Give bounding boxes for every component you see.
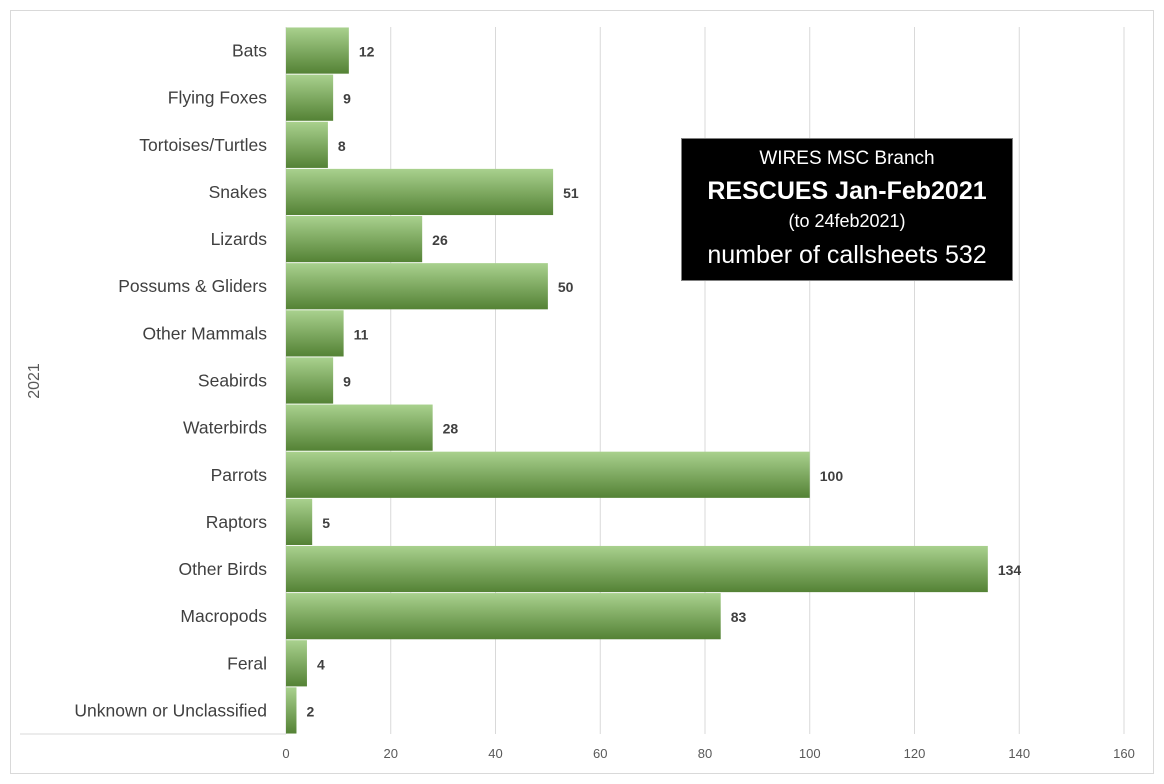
chart-title-box: WIRES MSC Branch RESCUES Jan-Feb2021 (to… <box>681 138 1013 281</box>
data-label: 9 <box>343 91 351 107</box>
x-tick-label: 80 <box>698 746 712 761</box>
bars <box>286 27 988 734</box>
x-tick-label: 160 <box>1113 746 1135 761</box>
data-label: 51 <box>563 185 579 201</box>
title-line-callsheets: number of callsheets 532 <box>707 241 987 269</box>
category-label: Lizards <box>211 229 268 249</box>
data-label: 5 <box>322 515 330 531</box>
category-label: Seabirds <box>198 371 267 391</box>
y-axis-title: 2021 <box>26 363 43 399</box>
bar <box>286 357 334 404</box>
data-label: 11 <box>354 326 369 342</box>
data-label: 9 <box>343 374 351 390</box>
bar <box>286 498 313 545</box>
bar <box>286 310 344 357</box>
bar <box>286 216 423 263</box>
bar <box>286 640 307 687</box>
bar <box>286 27 349 74</box>
x-tick-label: 0 <box>282 746 289 761</box>
bar <box>286 404 433 451</box>
category-label: Tortoises/Turtles <box>139 135 267 155</box>
data-label: 50 <box>558 279 574 295</box>
x-tick-label: 40 <box>488 746 502 761</box>
title-line-branch: WIRES MSC Branch <box>759 148 935 169</box>
category-label: Bats <box>232 41 267 61</box>
category-label: Other Birds <box>179 559 268 579</box>
category-label: Waterbirds <box>183 418 267 438</box>
data-label: 8 <box>338 138 346 154</box>
data-label: 2 <box>306 703 314 719</box>
x-tick-label: 20 <box>384 746 398 761</box>
data-label: 26 <box>432 232 448 248</box>
category-label: Raptors <box>206 512 268 532</box>
title-line-rescues: RESCUES Jan-Feb2021 <box>707 177 987 205</box>
bar <box>286 687 297 734</box>
category-label: Other Mammals <box>143 323 268 343</box>
data-label: 83 <box>731 609 747 625</box>
bar <box>286 545 988 593</box>
chart-frame <box>10 10 1154 774</box>
category-label: Macropods <box>180 606 267 626</box>
category-label: Parrots <box>211 465 268 485</box>
data-label: 4 <box>317 656 325 672</box>
bar <box>286 451 810 498</box>
bar <box>286 168 554 216</box>
data-label: 100 <box>820 468 844 484</box>
x-tick-label: 120 <box>904 746 926 761</box>
bar <box>286 593 721 640</box>
category-label: Flying Foxes <box>168 88 267 108</box>
category-label: Possums & Gliders <box>118 276 267 296</box>
title-line-date: (to 24feb2021) <box>788 211 906 231</box>
x-tick-label: 100 <box>799 746 821 761</box>
bar <box>286 74 334 121</box>
labels: 0 20 40 60 80 100 120 140 160 Bats 12 Flying Foxes 9… <box>74 41 1134 761</box>
bar <box>286 121 328 168</box>
data-label: 28 <box>443 421 459 437</box>
x-tick-label: 140 <box>1008 746 1030 761</box>
data-label: 12 <box>359 44 375 60</box>
category-label: Snakes <box>209 182 268 202</box>
x-tick-label: 60 <box>593 746 607 761</box>
category-label: Feral <box>227 653 267 673</box>
data-label: 134 <box>998 562 1022 578</box>
bar <box>286 263 548 310</box>
category-label: Unknown or Unclassified <box>74 700 267 720</box>
